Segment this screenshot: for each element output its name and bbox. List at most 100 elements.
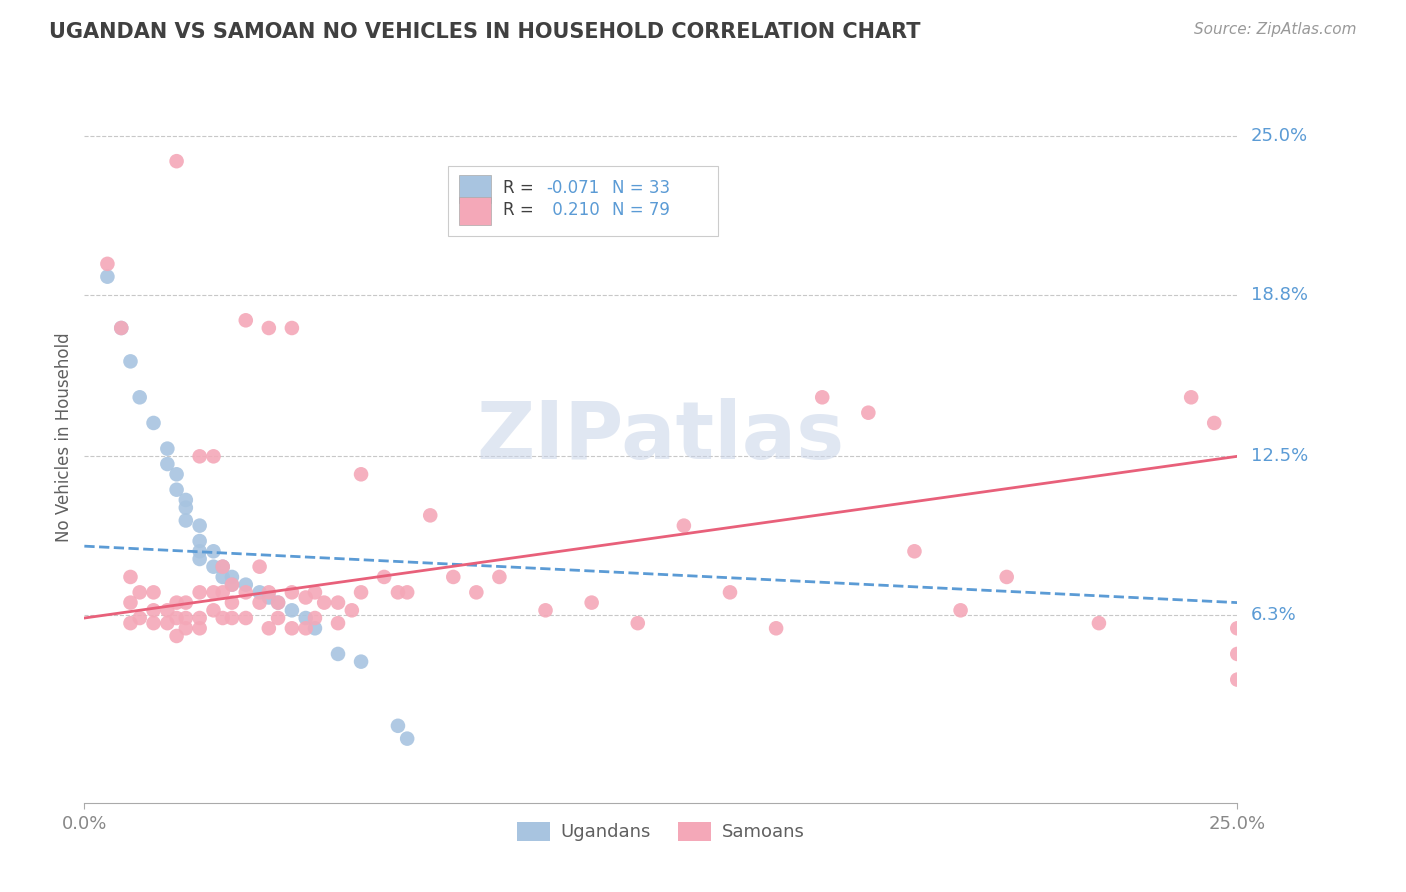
- Point: [995, 570, 1018, 584]
- Point: [188, 611, 211, 625]
- Point: [156, 616, 179, 631]
- Point: [188, 450, 211, 464]
- Point: [765, 621, 787, 635]
- Point: [142, 603, 165, 617]
- Point: [949, 603, 972, 617]
- Point: [174, 514, 197, 528]
- Point: [221, 611, 243, 625]
- Point: [166, 154, 188, 169]
- Point: [188, 518, 211, 533]
- Point: [1226, 647, 1249, 661]
- Point: [202, 544, 225, 558]
- FancyBboxPatch shape: [460, 175, 491, 203]
- Text: N = 79: N = 79: [613, 202, 671, 219]
- Point: [166, 629, 188, 643]
- Point: [257, 321, 280, 335]
- Point: [387, 585, 409, 599]
- Point: [221, 577, 243, 591]
- Point: [281, 321, 304, 335]
- Point: [350, 655, 373, 669]
- Text: R =: R =: [503, 202, 538, 219]
- FancyBboxPatch shape: [447, 167, 718, 235]
- Point: [281, 585, 304, 599]
- Point: [235, 313, 257, 327]
- Point: [211, 559, 233, 574]
- Point: [156, 457, 179, 471]
- Point: [120, 570, 142, 584]
- Point: [128, 611, 150, 625]
- Point: [281, 603, 304, 617]
- Point: [373, 570, 395, 584]
- Point: [120, 354, 142, 368]
- Text: -0.071: -0.071: [547, 179, 600, 197]
- Point: [441, 570, 464, 584]
- Point: [672, 518, 695, 533]
- Point: [419, 508, 441, 523]
- Text: ZIPatlas: ZIPatlas: [477, 398, 845, 476]
- Text: 0.210: 0.210: [547, 202, 599, 219]
- Point: [221, 596, 243, 610]
- Point: [174, 492, 197, 507]
- Point: [326, 647, 349, 661]
- Point: [142, 416, 165, 430]
- Text: 12.5%: 12.5%: [1251, 447, 1309, 466]
- Point: [396, 731, 419, 746]
- Point: [235, 585, 257, 599]
- Point: [387, 719, 409, 733]
- Point: [1204, 416, 1226, 430]
- Point: [166, 467, 188, 482]
- Point: [202, 603, 225, 617]
- Point: [811, 390, 834, 404]
- Point: [249, 585, 271, 599]
- Point: [188, 544, 211, 558]
- Point: [235, 577, 257, 591]
- Point: [188, 585, 211, 599]
- Point: [326, 616, 349, 631]
- Point: [211, 611, 233, 625]
- Legend: Ugandans, Samoans: Ugandans, Samoans: [510, 814, 811, 848]
- Point: [202, 559, 225, 574]
- Point: [142, 585, 165, 599]
- Text: R =: R =: [503, 179, 538, 197]
- Point: [257, 621, 280, 635]
- Point: [249, 559, 271, 574]
- Point: [166, 483, 188, 497]
- Point: [221, 570, 243, 584]
- Point: [202, 585, 225, 599]
- Point: [235, 611, 257, 625]
- Point: [120, 616, 142, 631]
- Point: [267, 611, 290, 625]
- Point: [202, 450, 225, 464]
- Point: [314, 596, 336, 610]
- Point: [304, 621, 326, 635]
- Point: [350, 467, 373, 482]
- Text: N = 33: N = 33: [613, 179, 671, 197]
- Point: [304, 611, 326, 625]
- Point: [166, 596, 188, 610]
- Point: [488, 570, 510, 584]
- Point: [534, 603, 557, 617]
- Point: [156, 603, 179, 617]
- Text: 25.0%: 25.0%: [1251, 127, 1308, 145]
- Point: [128, 390, 150, 404]
- Point: [211, 570, 233, 584]
- Point: [581, 596, 603, 610]
- Point: [281, 621, 304, 635]
- Point: [267, 596, 290, 610]
- Point: [294, 591, 316, 605]
- Text: 6.3%: 6.3%: [1251, 607, 1296, 624]
- Text: Source: ZipAtlas.com: Source: ZipAtlas.com: [1194, 22, 1357, 37]
- Point: [1226, 621, 1249, 635]
- Point: [257, 591, 280, 605]
- Point: [718, 585, 741, 599]
- Y-axis label: No Vehicles in Household: No Vehicles in Household: [55, 332, 73, 542]
- Point: [142, 616, 165, 631]
- Point: [110, 321, 132, 335]
- Point: [304, 585, 326, 599]
- Point: [267, 596, 290, 610]
- Point: [188, 534, 211, 549]
- Point: [188, 621, 211, 635]
- Point: [120, 596, 142, 610]
- Text: 18.8%: 18.8%: [1251, 285, 1308, 303]
- Point: [1088, 616, 1111, 631]
